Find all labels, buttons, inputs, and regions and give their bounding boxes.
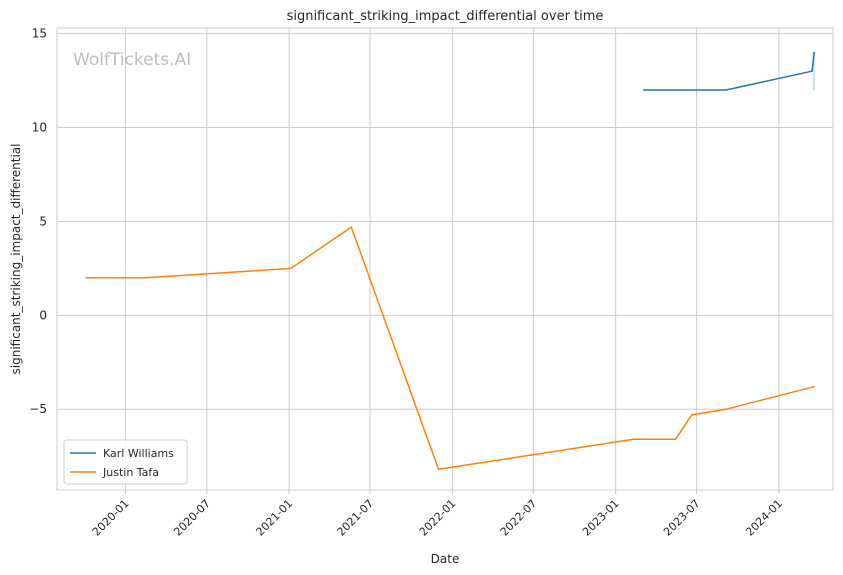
data-point [690,414,693,416]
data-point [643,89,645,91]
y-tick-label: 15 [32,27,47,41]
data-point [350,226,353,228]
plot-area [56,27,834,491]
series-lines [85,51,816,471]
data-point [813,51,816,54]
legend-box [63,439,188,485]
y-tick-label: 0 [39,308,47,322]
legend: Karl Williams Justin Tafa [63,439,188,485]
legend-label: Karl Williams [103,447,174,460]
legend-label: Justin Tafa [102,466,159,479]
data-point [144,276,147,279]
y-axis-label: significant_striking_impact_differential [9,144,23,375]
series-line [643,52,815,91]
data-point [85,276,87,279]
data-point [725,408,727,411]
data-point [437,468,440,471]
chart-title: significant_striking_impact_differential… [287,9,604,24]
watermark: WolfTickets.AI [73,50,191,70]
y-tick-label: 10 [32,121,47,135]
y-tick-label: 5 [39,214,47,228]
data-point [674,438,677,441]
data-point [632,438,635,441]
data-point [290,267,292,270]
x-axis-label: Date [431,552,460,566]
grid-lines [57,28,833,490]
data-point [725,89,727,91]
y-tick-label: −5 [29,402,47,416]
series-line [86,226,815,471]
data-point [813,385,816,388]
data-point [811,70,813,72]
